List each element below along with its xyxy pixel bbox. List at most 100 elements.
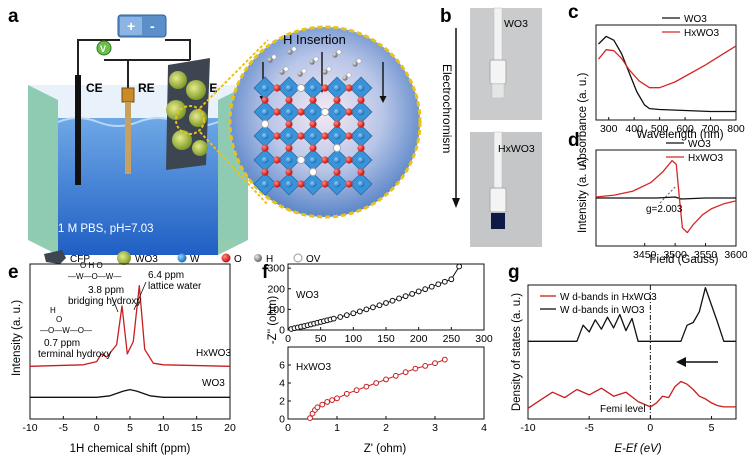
h-atom-pair [301, 68, 307, 74]
w-atom [333, 132, 341, 140]
w-atom-icon [177, 253, 187, 263]
e-peak1-pointer [133, 281, 147, 311]
g-legend-wo3: W d-bands in WO3 [560, 305, 645, 316]
o-atom [273, 180, 281, 188]
o-atom [345, 132, 353, 140]
f-top-ytick-label: 0 [279, 325, 285, 337]
e-peak3-desc: terminal hydroxy [38, 349, 111, 360]
oxygen-vacancy [332, 143, 342, 153]
f-bottom-point [441, 356, 448, 363]
legend-o: O [234, 254, 242, 265]
e-peak2-desc: bridging hydroxy [68, 296, 141, 307]
inset-title: H Insertion [283, 32, 346, 47]
o-atom [309, 120, 317, 128]
f-bottom-point [324, 399, 331, 405]
h-atom [297, 71, 303, 77]
f-top-xtick-label: 150 [377, 333, 395, 345]
battery-positive-half [120, 17, 142, 35]
panel-a: a + - V CE RE WE [8, 6, 422, 265]
photo-wo3-label: WO3 [504, 18, 528, 30]
h-atom-pair [283, 66, 289, 72]
h-atom-pair [326, 66, 332, 72]
f-top-point [337, 314, 344, 320]
c-xtick-label: 800 [727, 123, 745, 135]
o-atom [285, 96, 293, 104]
battery-plus: + [127, 18, 135, 34]
f-bottom-ytick-label: 2 [279, 396, 285, 408]
panel-label-d: d [568, 130, 580, 151]
w-atom [309, 84, 317, 92]
h-atom [332, 52, 338, 58]
reference-electrode-cap [121, 87, 135, 103]
o-atom [357, 96, 365, 104]
f-bottom-point [307, 415, 313, 422]
f-top-point [356, 308, 363, 315]
voltmeter-label: V [100, 44, 106, 54]
f-xlabel: Z' (ohm) [364, 443, 407, 455]
o-atom [261, 144, 269, 152]
f-top-point [343, 312, 350, 319]
panel-g: g Density of states (a. u.) E-Ef (eV) -1… [508, 262, 737, 455]
e-struct-bridging-top: O H O [80, 261, 103, 270]
o-atom [273, 84, 281, 92]
o-atom [285, 168, 293, 176]
w-atom [285, 108, 293, 116]
f-bottom-ytick-label: 0 [279, 414, 285, 426]
photo-hxwo3-label: HxWO3 [498, 143, 535, 155]
cfp-icon [44, 250, 66, 264]
tungsten-oxide-lattice [253, 76, 373, 196]
f-top-point [409, 291, 416, 297]
e-xtick-label: 15 [191, 422, 203, 434]
f-top-point [383, 300, 389, 306]
f-top-point [415, 288, 422, 295]
battery-minus: - [150, 18, 155, 34]
f-top-point [402, 293, 409, 300]
o-atom [345, 180, 353, 188]
panel-c: c Absorbance (a. u.) Wavelength (nm) 300… [568, 2, 745, 167]
w-atom [357, 108, 365, 116]
o-atom [333, 168, 341, 176]
h-atom-pair [291, 46, 297, 52]
electrode-holder-bottom [489, 187, 507, 213]
o-atom [261, 168, 269, 176]
f-bottom-point [314, 404, 321, 411]
h-atom [309, 59, 315, 65]
f-bottom-xtick-label: 0 [285, 422, 291, 434]
wire-we [165, 39, 191, 60]
o-atom [357, 144, 365, 152]
panel-label-g: g [508, 262, 520, 283]
d-annotation-pointer [659, 185, 677, 204]
o-atom [285, 144, 293, 152]
e-xtick-label: 20 [224, 422, 236, 434]
f-top-xtick-label: 50 [315, 333, 327, 345]
w-atom [309, 108, 317, 116]
legend-h: H [266, 254, 273, 265]
g-xtick-label: -5 [585, 422, 594, 434]
f-bottom-point [319, 401, 326, 408]
electrode-rod-bottom [493, 131, 503, 193]
d-legend-wo3: WO3 [688, 139, 711, 150]
reference-electrode [125, 102, 131, 174]
f-bottom-point [334, 395, 340, 402]
h-atom [342, 75, 348, 81]
e-xtick-label: -10 [22, 422, 37, 434]
f-bottom-point [343, 390, 350, 397]
oxygen-vacancy [296, 83, 306, 93]
oxygen-vacancy [320, 107, 330, 117]
f-top-point [428, 283, 435, 290]
f-bottom-title: HxWO3 [296, 362, 331, 373]
w-atom [261, 156, 269, 164]
o-atom [309, 144, 317, 152]
d-series-1 [595, 159, 737, 234]
wo3-particles [166, 71, 208, 156]
electrode-holder-top [489, 59, 507, 85]
legend-w: W [190, 254, 200, 265]
f-bottom-point [329, 397, 336, 404]
vacancy-icon [293, 253, 303, 263]
w-atom [285, 132, 293, 140]
o-atom [273, 108, 281, 116]
e-xtick-label: 5 [127, 422, 133, 434]
f-bottom-xtick-label: 2 [383, 422, 389, 434]
f-top-xtick-label: 300 [475, 333, 493, 345]
